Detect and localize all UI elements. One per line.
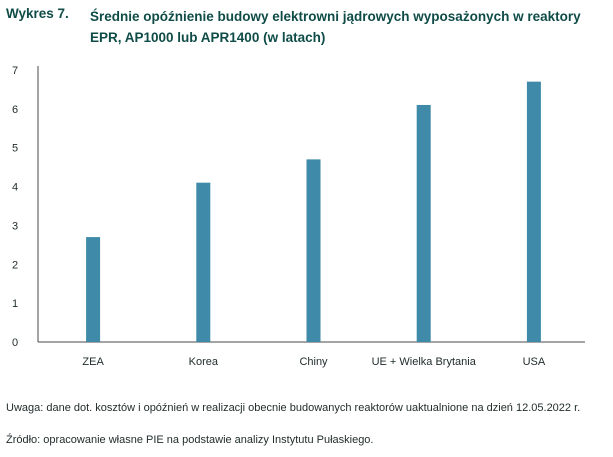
bar [416,104,431,342]
x-tick-label: ZEA [82,356,104,368]
bar [306,159,321,342]
chart-title-prefix: Wykres 7. [6,6,69,21]
x-tick-label: Chiny [299,356,328,368]
y-tick-label: 0 [12,337,18,349]
chart-source: Źródło: opracowanie własne PIE na podsta… [6,434,374,446]
y-tick-label: 1 [12,298,18,310]
bar [196,182,211,342]
bar [526,81,541,343]
y-tick-label: 4 [12,182,18,194]
x-tick-label: UE + Wielka Brytania [372,356,477,368]
y-tick-label: 5 [12,143,18,155]
x-tick-label: Korea [189,356,219,368]
chart-note: Uwaga: dane dot. kosztów i opóźnień w re… [6,402,581,414]
chart-title-text: Średnie opóźnienie budowy elektrowni jąd… [90,9,581,45]
y-tick-label: 2 [12,259,18,271]
y-tick-label: 3 [12,220,18,232]
bar-chart: 0 1 2 3 4 5 6 7 ZEA Korea Chiny UE + Wielka Brytani… [12,65,585,368]
y-tick-label: 6 [12,104,18,116]
bar [86,237,101,342]
chart-title: Wykres 7. Średnie opóźnienie budowy elek… [0,2,613,54]
x-tick-label: USA [523,356,546,368]
y-tick-label: 7 [12,65,18,77]
